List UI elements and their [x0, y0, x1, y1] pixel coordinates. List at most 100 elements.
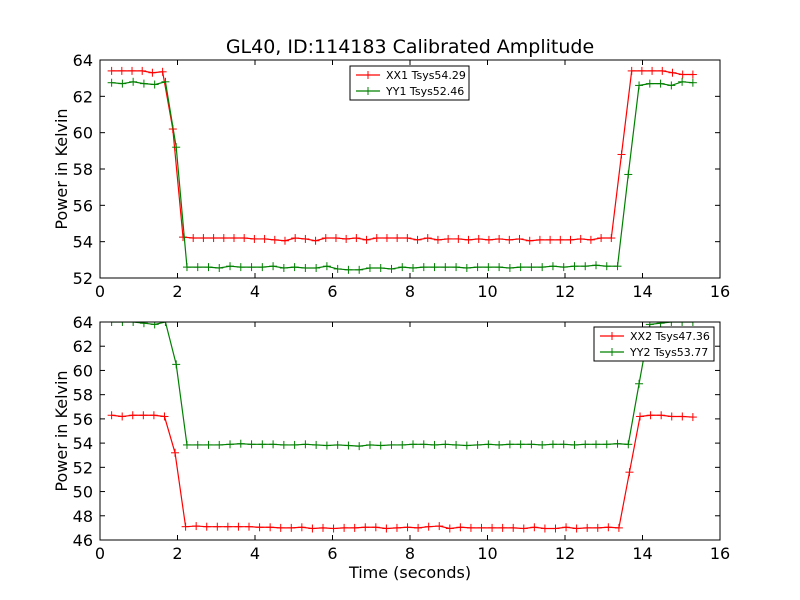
data-point	[484, 263, 493, 272]
data-point	[583, 523, 592, 532]
data-point	[466, 523, 475, 532]
data-point	[435, 522, 444, 531]
data-point	[602, 440, 611, 449]
data-point	[355, 442, 364, 451]
data-point	[260, 234, 269, 243]
series-2	[107, 322, 697, 451]
x-tick-label: 8	[405, 544, 415, 563]
data-point	[139, 79, 148, 88]
data-point	[270, 235, 279, 244]
data-point	[107, 78, 116, 87]
x-tick-label: 6	[327, 544, 337, 563]
data-point	[462, 264, 471, 273]
legend: XX1 Tsys54.29 YY1 Tsys52.46	[349, 65, 470, 101]
data-point	[495, 234, 504, 243]
data-point	[255, 523, 264, 532]
data-point	[409, 440, 418, 449]
data-point	[236, 263, 245, 272]
data-point	[516, 440, 525, 449]
data-point	[331, 234, 340, 243]
x-tick-label: 6	[327, 282, 337, 301]
data-point	[548, 262, 557, 271]
data-point	[559, 263, 568, 272]
x-tick-label: 8	[405, 282, 415, 301]
data-point	[462, 441, 471, 450]
data-point	[667, 412, 676, 421]
data-point	[372, 234, 381, 243]
data-point	[473, 440, 482, 449]
data-point	[635, 379, 644, 388]
y-tick-label: 58	[73, 386, 93, 405]
data-point	[301, 264, 310, 273]
data-point	[430, 440, 439, 449]
data-point	[333, 440, 342, 449]
y-axis-label: Power in Kelvin	[52, 370, 71, 491]
x-tick-label: 16	[710, 282, 730, 301]
x-tick-label: 2	[172, 544, 182, 563]
x-tick-label: 10	[477, 544, 497, 563]
data-point	[592, 261, 600, 270]
figure-title: GL40, ID:114183 Calibrated Amplitude	[226, 36, 594, 58]
data-point	[572, 524, 581, 533]
data-point	[129, 77, 138, 86]
data-point	[361, 523, 370, 532]
data-point	[441, 263, 450, 272]
data-point	[269, 440, 278, 449]
data-point	[297, 523, 306, 532]
data-point	[179, 233, 188, 242]
data-point	[128, 411, 137, 420]
data-point	[540, 524, 549, 533]
data-point	[559, 440, 568, 449]
data-point	[538, 263, 547, 272]
legend-item: YY2 Tsys53.77	[600, 346, 708, 359]
legend-label: YY1 Tsys52.46	[385, 85, 464, 98]
data-point	[138, 66, 147, 75]
data-point	[150, 322, 159, 329]
data-point	[223, 522, 232, 531]
data-point	[556, 235, 565, 244]
data-point	[171, 448, 180, 457]
data-point	[625, 468, 634, 477]
series-line	[111, 70, 693, 242]
data-point	[117, 66, 126, 75]
data-point	[352, 234, 361, 243]
data-point	[287, 523, 296, 532]
legend: XX2 Tsys47.36 YY2 Tsys53.77	[593, 326, 715, 362]
data-point	[107, 411, 116, 420]
data-point	[535, 235, 544, 244]
data-point	[614, 523, 623, 532]
data-point	[648, 66, 657, 75]
data-point	[414, 523, 423, 532]
data-point	[498, 523, 507, 532]
data-point	[172, 143, 181, 152]
data-point	[495, 263, 504, 272]
top-plot: 0 2 4 6 8 10 12 14 16 52 54 56 58 60 62 64 Power in Kelv…	[52, 51, 730, 301]
data-point	[430, 263, 439, 272]
data-point	[505, 235, 514, 244]
data-point	[199, 234, 208, 243]
data-point	[624, 440, 633, 449]
data-point	[656, 322, 665, 328]
data-point	[160, 412, 169, 421]
data-point	[355, 265, 364, 274]
data-point	[279, 264, 288, 273]
legend-label: YY2 Tsys53.77	[629, 346, 708, 359]
data-point	[403, 234, 412, 243]
legend-box	[349, 65, 470, 101]
y-tick-label: 50	[73, 483, 93, 502]
data-point	[688, 78, 697, 87]
data-point	[678, 412, 687, 421]
data-point	[409, 264, 418, 273]
legend-item: YY1 Tsys52.46	[356, 85, 464, 98]
x-tick-label: 12	[555, 544, 575, 563]
data-point	[515, 234, 524, 243]
data-point	[344, 441, 353, 450]
data-point	[340, 523, 349, 532]
y-tick-label: 64	[73, 51, 93, 70]
data-point	[219, 234, 228, 243]
data-point	[484, 440, 493, 449]
data-point	[604, 523, 613, 532]
data-point	[333, 264, 342, 273]
legend-label: XX1 Tsys54.29	[386, 69, 466, 82]
